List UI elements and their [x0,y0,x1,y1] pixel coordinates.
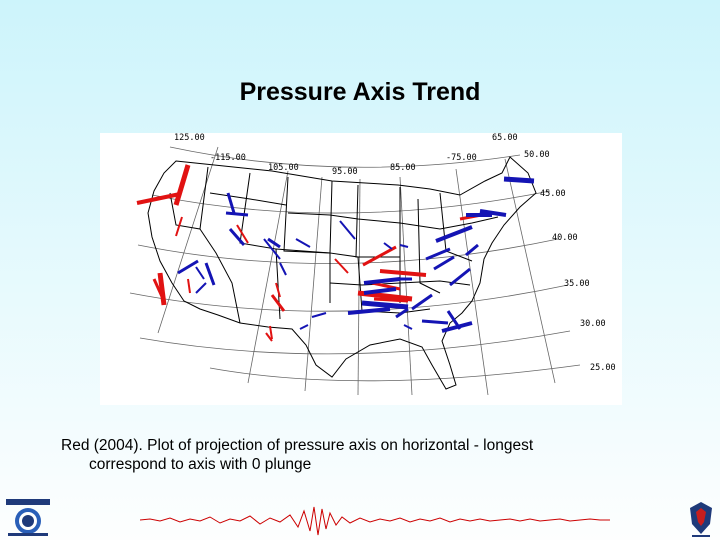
red-axis [136,192,181,205]
blue-axis [403,324,413,330]
blue-axis [363,277,401,285]
blue-axis [421,319,449,325]
red-axis [175,216,183,237]
parallel-30 [139,330,571,355]
blue-axis [226,192,236,214]
blue-axis [449,267,471,287]
red-axis [334,258,349,274]
blue-axis [263,238,281,260]
blue-axis [267,237,281,249]
blue-axis [411,293,433,311]
blue-axis [465,243,479,257]
red-axis [187,278,191,294]
meridian-105 [304,176,323,392]
blue-axis [295,238,311,248]
red-axis [275,282,281,298]
red-axis [269,325,273,340]
stress-map [129,146,581,396]
longitude-label: 65.00 [492,133,518,143]
blue-axis [311,312,327,318]
red-axis [373,297,409,303]
blue-axis [383,242,393,250]
blue-axis [433,255,455,271]
blue-axis [503,176,535,184]
blue-axis [435,225,473,243]
blue-axis [479,209,507,217]
latitude-label: 45.00 [540,189,566,199]
longitude-label: 105.00 [268,163,299,173]
longitude-label: 85.00 [390,163,416,173]
saint-louis-university-logo [6,499,50,536]
blue-axis [225,211,249,217]
parallel-45 [151,190,551,214]
meridian-80 [455,168,489,396]
blue-axis [228,228,246,246]
parallel-40 [137,238,559,264]
blue-axis [347,307,391,315]
red-axis [270,294,286,312]
longitude-label: 95.00 [332,167,358,177]
blue-axis [339,220,356,240]
red-axis [379,269,427,277]
red-axis [236,224,249,244]
red-axis [173,164,191,206]
longitude-label: -115.00 [210,153,246,163]
latitude-label: 35.00 [564,279,590,289]
seismogram-trace [140,506,610,536]
map-panel: 125.00 -115.00 105.00 95.00 85.00 -75.00… [100,133,622,405]
longitude-label: -75.00 [446,153,477,163]
caption: Red (2004). Plot of projection of pressu… [61,436,621,474]
blue-axis [195,266,205,280]
coastline [147,156,537,390]
latitude-label: 30.00 [580,319,606,329]
blue-axis [399,244,409,248]
blue-axis [195,282,207,294]
parallel-25 [209,364,581,382]
blue-axis [279,262,287,276]
blue-axis [446,310,462,330]
meridian-75 [504,158,556,384]
latitude-label: 25.00 [590,363,616,373]
blue-axis [299,324,309,330]
red-axis [152,278,166,302]
caption-line-1: Red (2004). Plot of projection of pressu… [61,437,534,454]
meridian-120 [157,146,219,334]
blue-axis [425,247,451,261]
blue-axis [363,287,397,295]
crest-logo [690,502,712,537]
red-axis [265,332,273,342]
meridian-110 [247,170,289,384]
longitude-label: 125.00 [174,133,205,143]
red-axis [362,245,397,267]
blue-axes [177,176,535,333]
blue-axis [204,262,216,286]
meridian-95 [357,178,361,396]
longitude-label: 50.00 [524,150,550,160]
blue-axis [361,300,409,310]
blue-axis [177,259,199,275]
blue-axis [395,307,409,319]
slide-title: Pressure Axis Trend [239,78,481,106]
meridian-85 [399,176,413,396]
caption-line-2: correspond to axis with 0 plunge [89,456,312,473]
latitude-label: 40.00 [552,233,578,243]
